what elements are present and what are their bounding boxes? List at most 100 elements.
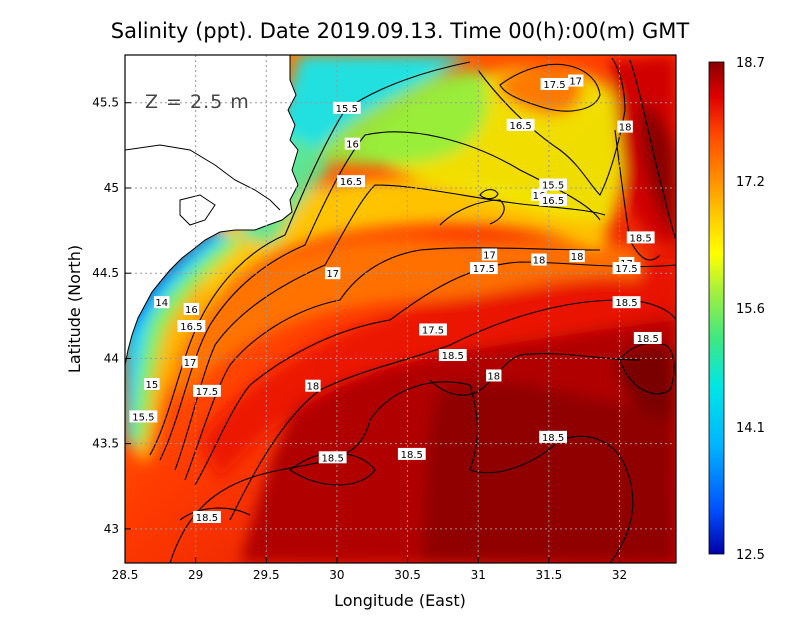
y-tick-label: 43 [104,522,119,536]
contour-label-text: 16 [533,191,546,202]
contour-label: 18 [305,379,321,393]
colorbar-tick-label: 18.7 [736,56,765,71]
contour-label: 17 [324,267,341,280]
contour-label: 17 [481,248,498,261]
contour-label-text: 18 [487,371,500,382]
contour-label-box [567,74,584,87]
contour-label-box [144,378,160,391]
contour-label-text: 18.5 [637,334,659,345]
contour-label: 17.5 [469,262,498,275]
contour-label-box [438,349,467,362]
colorbar [708,61,725,555]
contour-label: 17.5 [612,262,641,275]
x-tick-label: 30.5 [394,568,421,582]
contour-label-text: 15.5 [132,412,154,423]
y-axis-ticks: 43 43.5 44 44.5 45 45.5 [92,96,131,536]
contour-label-text: 17 [184,358,197,369]
contour-label-text: 17.5 [196,387,218,398]
contour-label: 18.5 [626,231,655,244]
contour-label-box [193,510,221,523]
plot-frame [124,54,677,564]
contour-label: 17.5 [419,323,447,336]
contour-label-box [626,231,655,244]
contour-label-box [154,296,170,309]
contour-label-text: 18.5 [442,351,464,362]
contour-label-box [183,303,200,315]
contour-label-text: 17 [326,269,339,280]
contour-label: 18 [569,250,585,263]
contour-label-box [481,248,498,261]
x-tick-label: 31.5 [535,568,562,582]
contour-label: 18 [531,253,547,267]
contour-label: 16.5 [506,118,535,132]
contour-label-box [324,267,341,280]
colorbar-ticks: 12.5 14.1 15.6 17.2 18.7 [736,56,765,563]
x-tick-label: 32 [612,568,627,582]
contour-label: 17 [182,355,198,369]
x-tick-label: 29 [188,568,203,582]
contour-label-text: 17 [483,250,496,261]
contour-label: 16 [344,137,361,151]
colorbar-tick-label: 12.5 [736,548,765,563]
contour-label: 17.5 [540,77,569,91]
x-axis-label: Longitude (East) [334,591,466,610]
contour-label-box [182,355,198,368]
figure-title: Salinity (ppt). Date 2019.09.13. Time 00… [111,19,690,43]
contour-label: 15.5 [129,410,158,423]
contour-label-box [539,178,567,191]
contour-label-box [305,379,321,392]
y-tick-label: 44.5 [92,266,119,280]
contour-label: 16.5 [177,320,206,333]
contour-label: 15.5 [332,101,361,115]
contour-label-box [539,430,567,443]
contour-label: 16.5 [539,193,567,207]
x-tick-label: 31 [471,568,486,582]
contour-label-box [486,369,502,382]
contour-label-text: 17.5 [543,80,565,91]
contour-label-box [129,410,158,423]
contour-label-box [318,451,347,464]
x-axis-ticks: 28.5 29 29.5 30 30.5 31 31.5 32 [112,557,627,582]
contour-label: 18 [617,120,633,134]
x-tick-label: 30 [329,568,344,582]
contour-label-box [332,101,361,114]
contour-label: 16.5 [337,175,365,188]
contour-label-text: 18.5 [615,298,637,309]
contour-label-text: 16.5 [509,121,531,132]
contour-label-box [540,77,569,90]
contour-label-text: 17.5 [422,325,444,336]
contour-label-text: 16 [185,305,198,316]
contour-label: 14 [154,296,170,309]
contour-label-box [569,250,585,263]
contour-label: 17.5 [193,384,221,398]
contour-label-text: 18.5 [630,233,652,244]
depth-annotation: Z = 2.5 m [145,91,250,113]
coastline [125,55,299,366]
contour-label-text: 18 [571,252,584,263]
y-tick-label: 45 [104,181,119,195]
y-axis-label: Latitude (North) [65,245,84,373]
contour-label: 18.5 [193,510,221,524]
colorbar-tick-label: 14.1 [736,421,765,436]
contour-label-box [633,331,662,344]
contour-label-box [531,253,547,266]
contour-label-text: 18 [307,382,320,393]
contour-label-text: 14 [155,298,168,309]
contour-label: 16 [183,303,200,316]
contour-label: 15.5 [539,178,567,192]
contour-label-text: 17.5 [473,264,495,275]
contour-label-text: 15 [145,380,158,391]
contour-label: 17 [567,74,584,88]
contour-label-box [506,118,535,131]
contour-label: 18.5 [438,349,467,362]
contour-label: 15 [144,378,160,391]
y-tick-label: 43.5 [92,437,119,451]
contour-label-box [419,323,447,336]
contour-label-box [397,447,426,460]
contour-label-text: 18.5 [401,450,423,461]
contour-label-text: 18.5 [542,433,564,444]
contour-label-text: 18 [533,256,546,267]
